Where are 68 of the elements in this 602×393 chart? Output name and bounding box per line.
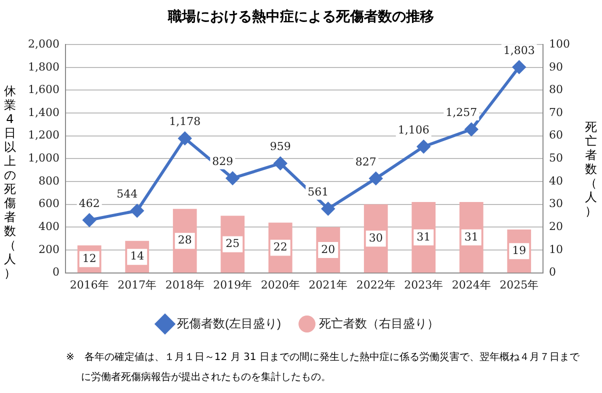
legend-label: 死亡者数（右目盛り） <box>318 316 439 330</box>
y2-tick-label: 50 <box>549 152 564 165</box>
y2-tick-label: 40 <box>549 174 564 188</box>
data-label: 561 <box>308 186 329 199</box>
point <box>369 172 382 185</box>
data-label: 827 <box>355 155 376 168</box>
data-label: 25 <box>226 237 240 250</box>
y-tick-label: 1,400 <box>28 106 60 119</box>
point <box>226 172 240 185</box>
point <box>417 140 430 154</box>
data-label: 1,803 <box>503 44 535 57</box>
data-label: 829 <box>212 155 234 168</box>
data-label: 544 <box>116 188 138 201</box>
data-label: 1,257 <box>446 106 478 120</box>
x-tick-label: 2024年 <box>452 278 491 292</box>
y-tick-label: 2,000 <box>28 37 60 50</box>
y2-tick-label: 0 <box>549 266 556 279</box>
y-tick-label: 0 <box>52 266 60 279</box>
data-label: 12 <box>82 252 96 265</box>
y2-tick-label: 90 <box>549 60 564 74</box>
y-tick-label: 200 <box>38 242 60 256</box>
chart-title: 職場における熱中症による死傷者数の推移 <box>166 8 435 26</box>
y2-tick-label: 100 <box>549 37 570 50</box>
y2-tick-label: 60 <box>549 128 564 142</box>
point <box>274 156 287 170</box>
text: ※ 各年の確定値は、１月１日～12 月 31 日までの間に発生した熱中症に係る労働災害で、翌年概ね４月７日までに労働者死傷病報告が提出されたものを集計したもの。 <box>66 350 580 385</box>
data-label: 22 <box>273 240 288 254</box>
legend-label: 死傷者数(左目盛り) <box>177 316 282 330</box>
data-label: 959 <box>270 140 291 154</box>
data-label: 19 <box>512 244 526 257</box>
y2-tick-label: 10 <box>549 242 564 256</box>
point <box>512 60 526 74</box>
x-tick-label: 2019年 <box>213 278 252 292</box>
x-tick-label: 2021年 <box>308 278 348 292</box>
data-label: 31 <box>416 230 431 244</box>
x-tick-label: 2018年 <box>165 278 204 292</box>
x-tick-label: 2017年 <box>118 278 157 292</box>
x-tick-label: 2025年 <box>500 278 539 292</box>
y-tick-label: 400 <box>38 220 60 234</box>
y-tick-label: 1,000 <box>28 152 60 165</box>
x-tick-label: 2020年 <box>260 278 300 292</box>
y-tick-label: 1,800 <box>28 60 60 74</box>
data-label: 30 <box>368 231 383 244</box>
data-label: 462 <box>78 196 100 210</box>
y2-tick-label: 70 <box>549 106 564 119</box>
data-label: 28 <box>178 234 192 247</box>
data-label: 1,106 <box>398 123 430 136</box>
y2-tick-label: 30 <box>549 197 564 210</box>
y2-tick-label: 20 <box>549 220 564 234</box>
x-tick-label: 2022年 <box>356 278 396 292</box>
y-tick-label: 600 <box>38 197 60 210</box>
y-tick-label: 1,600 <box>28 83 60 96</box>
point <box>464 122 478 136</box>
point <box>82 214 96 227</box>
text: 休業4日以上の死傷者数（人） <box>4 84 16 280</box>
x-tick-label: 2023年 <box>404 278 444 292</box>
data-label: 20 <box>321 242 336 256</box>
data-label: 14 <box>130 250 144 263</box>
y2-axis-title: 死亡者数（人） <box>584 120 598 218</box>
y2-tick-label: 80 <box>549 83 564 96</box>
point <box>322 202 335 216</box>
x-tick-label: 2016年 <box>70 278 109 292</box>
point <box>178 132 192 145</box>
data-label: 31 <box>464 230 478 244</box>
point <box>130 204 144 218</box>
y-tick-label: 1,200 <box>28 128 60 142</box>
data-label: 1,178 <box>169 115 201 128</box>
y-tick-label: 800 <box>38 174 60 188</box>
